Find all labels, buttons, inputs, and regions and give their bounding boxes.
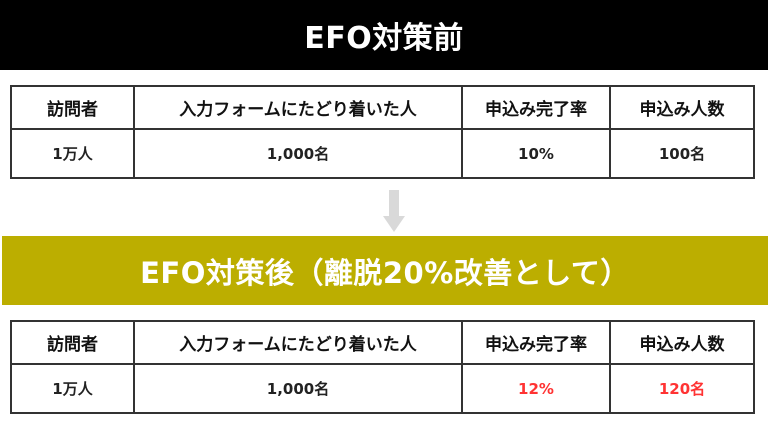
header-reached-form: 入力フォームにたどり着いた人 [133,320,463,365]
before-banner: EFO対策前 [0,0,768,70]
before-banner-title: EFO対策前 [304,21,464,56]
cell-applicants: 100名 [609,128,755,179]
cell-visitors: 1万人 [10,128,135,179]
cell-completion-rate: 10% [461,128,611,179]
cell-visitors: 1万人 [10,363,135,414]
before-table: 訪問者 入力フォームにたどり着いた人 申込み完了率 申込み人数 1万人 1,00… [10,85,755,179]
cell-completion-rate-highlight: 12% [461,363,611,414]
header-visitors: 訪問者 [10,320,135,365]
header-completion-rate: 申込み完了率 [461,320,611,365]
header-applicants: 申込み人数 [609,320,755,365]
cell-reached-form: 1,000名 [133,128,463,179]
table-header-row: 訪問者 入力フォームにたどり着いた人 申込み完了率 申込み人数 [10,85,755,130]
after-banner: EFO対策後（離脱20%改善として） [2,236,768,305]
after-table: 訪問者 入力フォームにたどり着いた人 申込み完了率 申込み人数 1万人 1,00… [10,320,755,414]
cell-applicants-highlight: 120名 [609,363,755,414]
table-row: 1万人 1,000名 10% 100名 [10,128,755,179]
cell-reached-form: 1,000名 [133,363,463,414]
table-row: 1万人 1,000名 12% 120名 [10,363,755,414]
header-visitors: 訪問者 [10,85,135,130]
after-banner-title: EFO対策後（離脱20%改善として） [140,255,630,290]
header-applicants: 申込み人数 [609,85,755,130]
header-reached-form: 入力フォームにたどり着いた人 [133,85,463,130]
header-completion-rate: 申込み完了率 [461,85,611,130]
down-arrow-icon [383,190,405,232]
table-header-row: 訪問者 入力フォームにたどり着いた人 申込み完了率 申込み人数 [10,320,755,365]
